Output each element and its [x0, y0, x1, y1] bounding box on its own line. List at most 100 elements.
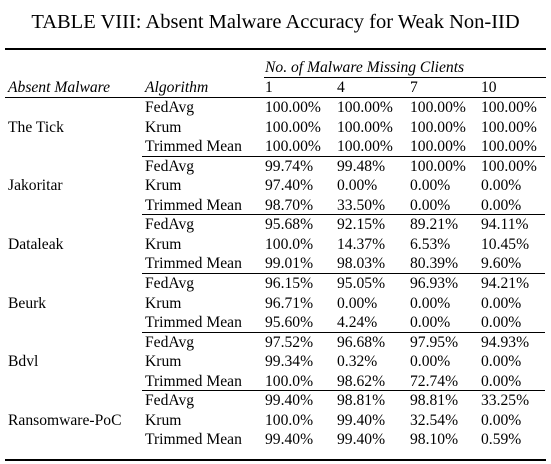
- accuracy-cell: 100.00%: [265, 99, 321, 116]
- algorithm-cell: Trimmed Mean: [145, 372, 242, 390]
- accuracy-cell: 99.40%: [265, 431, 314, 449]
- accuracy-cell: 100.0%: [265, 411, 314, 429]
- algorithm-cell: Krum: [145, 294, 182, 312]
- accuracy-cell: 92.15%: [337, 216, 386, 234]
- algorithm-cell: FedAvg: [145, 216, 195, 234]
- accuracy-cell: 97.40%: [265, 177, 314, 195]
- accuracy-cell: 4.24%: [337, 314, 378, 332]
- header-absent-malware: Absent Malware: [8, 79, 111, 96]
- header-clients-group: No. of Malware Missing Clients: [265, 59, 465, 76]
- algorithm-cell: Trimmed Mean: [145, 431, 242, 449]
- accuracy-cell: 99.40%: [337, 411, 386, 429]
- bottom-rule: [5, 459, 546, 461]
- algorithm-cell: Krum: [145, 118, 182, 136]
- accuracy-cell: 100.00%: [265, 138, 321, 156]
- accuracy-cell: 99.40%: [337, 431, 386, 449]
- accuracy-cell: 100.00%: [481, 99, 537, 116]
- accuracy-cell: 0.00%: [481, 353, 522, 371]
- accuracy-cell: 95.68%: [265, 216, 314, 234]
- accuracy-cell: 94.11%: [481, 216, 529, 234]
- group-separator: [142, 156, 545, 157]
- accuracy-cell: 99.01%: [265, 255, 314, 273]
- accuracy-cell: 100.00%: [481, 138, 537, 156]
- algorithm-cell: FedAvg: [145, 333, 195, 351]
- header-clients-1: 1: [265, 79, 273, 96]
- algorithm-cell: Trimmed Mean: [145, 255, 242, 273]
- header-clients-10: 10: [481, 79, 497, 96]
- accuracy-cell: 0.00%: [410, 294, 451, 312]
- accuracy-cell: 99.40%: [265, 392, 314, 410]
- accuracy-cell: 97.95%: [410, 333, 459, 351]
- accuracy-cell: 33.50%: [337, 196, 386, 214]
- header-algorithm: Algorithm: [145, 79, 209, 96]
- group-separator: [142, 273, 545, 274]
- malware-name: Jakoritar: [8, 177, 63, 195]
- accuracy-cell: 97.52%: [265, 333, 314, 351]
- accuracy-cell: 99.74%: [265, 157, 314, 175]
- accuracy-cell: 0.00%: [481, 294, 522, 312]
- accuracy-cell: 100.00%: [481, 118, 537, 136]
- accuracy-cell: 100.0%: [265, 235, 314, 253]
- accuracy-cell: 0.00%: [410, 353, 451, 371]
- accuracy-cell: 98.70%: [265, 196, 314, 214]
- accuracy-cell: 100.00%: [481, 157, 537, 175]
- accuracy-cell: 0.00%: [410, 314, 451, 332]
- accuracy-cell: 0.00%: [481, 372, 522, 390]
- accuracy-cell: 80.39%: [410, 255, 459, 273]
- malware-name: Ransomware-PoC: [8, 411, 122, 429]
- accuracy-cell: 96.15%: [265, 274, 314, 292]
- accuracy-cell: 10.45%: [481, 235, 530, 253]
- accuracy-cell: 99.48%: [337, 157, 386, 175]
- malware-name: Beurk: [8, 294, 47, 312]
- algorithm-cell: FedAvg: [145, 392, 195, 410]
- accuracy-cell: 89.21%: [410, 216, 459, 234]
- header-rule: [5, 97, 546, 98]
- accuracy-cell: 0.00%: [337, 177, 378, 195]
- malware-name: The Tick: [8, 118, 64, 136]
- accuracy-cell: 100.00%: [410, 99, 466, 116]
- accuracy-cell: 0.59%: [481, 431, 522, 449]
- accuracy-cell: 6.53%: [410, 235, 451, 253]
- accuracy-cell: 99.34%: [265, 353, 314, 371]
- accuracy-cell: 0.00%: [481, 314, 522, 332]
- accuracy-cell: 94.93%: [481, 333, 530, 351]
- header-clients-7: 7: [410, 79, 418, 96]
- group-header-rule: [264, 77, 546, 78]
- accuracy-cell: 98.03%: [337, 255, 386, 273]
- algorithm-cell: FedAvg: [145, 274, 195, 292]
- malware-name: Dataleak: [8, 235, 64, 253]
- algorithm-cell: Krum: [145, 353, 182, 371]
- accuracy-cell: 95.60%: [265, 314, 314, 332]
- accuracy-cell: 94.21%: [481, 274, 530, 292]
- algorithm-cell: FedAvg: [145, 157, 195, 175]
- algorithm-cell: FedAvg: [145, 99, 195, 116]
- accuracy-cell: 98.62%: [337, 372, 386, 390]
- accuracy-cell: 96.71%: [265, 294, 314, 312]
- accuracy-cell: 100.00%: [265, 118, 321, 136]
- accuracy-cell: 9.60%: [481, 255, 522, 273]
- accuracy-cell: 0.00%: [481, 196, 522, 214]
- accuracy-cell: 0.00%: [481, 411, 522, 429]
- accuracy-cell: 100.00%: [337, 118, 393, 136]
- accuracy-cell: 96.68%: [337, 333, 386, 351]
- accuracy-cell: 0.00%: [481, 177, 522, 195]
- table-caption: TABLE VIII: Absent Malware Accuracy for …: [31, 10, 520, 33]
- accuracy-cell: 0.32%: [337, 353, 378, 371]
- algorithm-cell: Krum: [145, 177, 182, 195]
- group-separator: [142, 332, 545, 333]
- accuracy-cell: 100.0%: [265, 372, 314, 390]
- accuracy-cell: 0.00%: [337, 294, 378, 312]
- accuracy-cell: 32.54%: [410, 411, 459, 429]
- accuracy-cell: 0.00%: [410, 177, 451, 195]
- header-clients-4: 4: [337, 79, 345, 96]
- group-separator: [142, 214, 545, 215]
- accuracy-cell: 72.74%: [410, 372, 459, 390]
- accuracy-cell: 100.00%: [410, 118, 466, 136]
- malware-name: Bdvl: [8, 353, 39, 371]
- accuracy-cell: 98.81%: [337, 392, 386, 410]
- accuracy-cell: 100.00%: [337, 138, 393, 156]
- accuracy-cell: 98.81%: [410, 392, 459, 410]
- accuracy-cell: 14.37%: [337, 235, 386, 253]
- accuracy-cell: 95.05%: [337, 274, 386, 292]
- algorithm-cell: Krum: [145, 235, 182, 253]
